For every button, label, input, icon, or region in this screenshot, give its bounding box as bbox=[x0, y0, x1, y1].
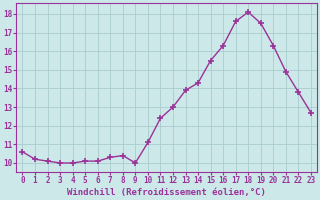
X-axis label: Windchill (Refroidissement éolien,°C): Windchill (Refroidissement éolien,°C) bbox=[67, 188, 266, 197]
